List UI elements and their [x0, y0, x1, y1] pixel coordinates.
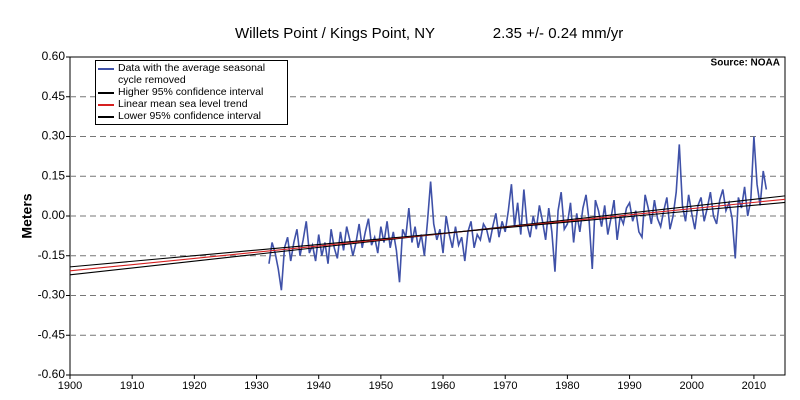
series-line — [70, 201, 785, 268]
chart-subtitle: 2.35 +/- 0.24 mm/yr — [493, 25, 623, 42]
x-tick-label: 1940 — [306, 380, 330, 392]
x-tick-label: 2010 — [742, 380, 766, 392]
x-tick-label: 1950 — [369, 380, 393, 392]
x-tick-label: 1910 — [120, 380, 144, 392]
source-note: Source: NOAA — [711, 58, 780, 69]
legend-swatch — [98, 104, 114, 106]
x-tick-label: 1960 — [431, 380, 455, 392]
x-tick-label: 1980 — [555, 380, 579, 392]
x-tick-label: 1930 — [244, 380, 268, 392]
y-tick-label: -0.60 — [38, 367, 66, 381]
x-tick-label: 1970 — [493, 380, 517, 392]
legend-swatch — [98, 116, 114, 118]
legend-label: Higher 95% confidence interval — [118, 86, 264, 98]
y-tick-label: -0.15 — [38, 248, 66, 262]
legend-entry: Higher 95% confidence interval — [98, 86, 284, 98]
series-line — [268, 136, 768, 291]
x-tick-label: 1900 — [58, 380, 82, 392]
legend: Data with the average seasonal cycle rem… — [95, 60, 288, 125]
y-axis-label: Meters — [19, 193, 35, 238]
y-tick-label: 0.45 — [42, 89, 66, 103]
x-tick-label: 2000 — [679, 380, 703, 392]
legend-label: Linear mean sea level trend — [118, 98, 248, 110]
y-tick-label: 0.60 — [42, 49, 66, 63]
chart-title: Willets Point / Kings Point, NY — [235, 25, 435, 42]
x-tick-label: 1920 — [182, 380, 206, 392]
y-tick-label: 0.30 — [42, 129, 66, 143]
y-tick-label: 0.15 — [42, 168, 66, 182]
legend-label: Data with the average seasonal cycle rem… — [118, 62, 266, 86]
legend-entry: Lower 95% confidence interval — [98, 110, 284, 122]
legend-entry: Data with the average seasonal cycle rem… — [98, 62, 284, 86]
legend-entry: Linear mean sea level trend — [98, 98, 284, 110]
legend-label: Lower 95% confidence interval — [118, 110, 262, 122]
legend-swatch — [98, 92, 114, 94]
legend-swatch — [98, 68, 114, 70]
y-tick-label: 0.00 — [42, 208, 66, 222]
x-tick-label: 1990 — [617, 380, 641, 392]
y-tick-label: -0.30 — [38, 288, 66, 302]
y-tick-label: -0.45 — [38, 327, 66, 341]
